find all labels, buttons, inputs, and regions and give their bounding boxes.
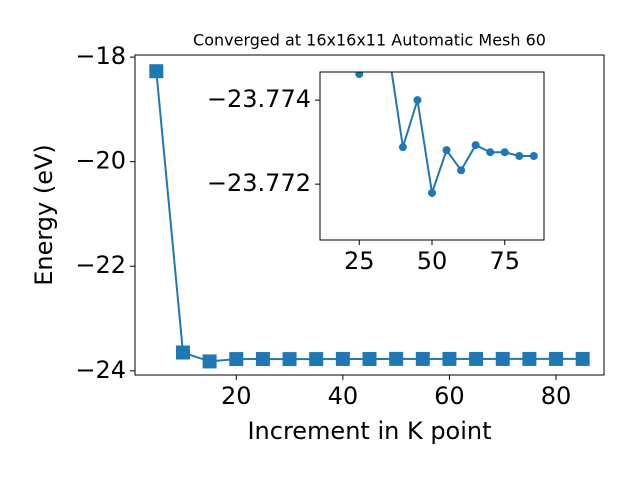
data-marker xyxy=(515,152,524,160)
x-tick-label: 80 xyxy=(541,382,572,410)
data-marker xyxy=(486,148,495,157)
plot-area xyxy=(320,72,544,240)
data-marker xyxy=(442,351,457,366)
chart-title: Converged at 16x16x11 Automatic Mesh 60 xyxy=(193,31,546,50)
y-tick-label: −20 xyxy=(75,147,126,175)
data-marker xyxy=(575,351,590,366)
data-marker xyxy=(229,352,244,367)
y-tick-label: −18 xyxy=(75,42,126,70)
data-marker xyxy=(415,351,430,366)
data-marker xyxy=(457,166,466,175)
data-marker xyxy=(428,188,436,197)
data-marker xyxy=(149,64,164,79)
y-tick-label: −23.772 xyxy=(207,169,311,197)
y-tick-label: −23.774 xyxy=(207,85,311,113)
x-tick-label: 20 xyxy=(221,382,252,410)
data-marker xyxy=(202,354,217,369)
data-marker xyxy=(255,352,270,367)
data-marker xyxy=(469,351,484,366)
x-tick-label: 75 xyxy=(489,247,520,275)
y-axis-label: Energy (eV) xyxy=(30,144,58,286)
data-marker xyxy=(495,351,510,366)
data-marker xyxy=(500,148,509,157)
data-marker xyxy=(175,345,190,360)
x-tick-label: 40 xyxy=(328,382,359,410)
data-marker xyxy=(549,351,564,366)
y-tick-label: −24 xyxy=(75,356,126,384)
data-marker xyxy=(355,72,364,79)
plot-group xyxy=(355,72,538,197)
x-tick-label: 25 xyxy=(344,247,375,275)
x-axis-label: Increment in K point xyxy=(247,417,491,445)
data-marker xyxy=(335,351,350,366)
y-tick-label: −22 xyxy=(75,251,126,279)
data-marker xyxy=(413,96,422,105)
plot-group xyxy=(149,64,590,369)
data-marker xyxy=(362,352,377,366)
x-tick-label: 50 xyxy=(417,247,448,275)
data-marker xyxy=(442,146,451,155)
data-marker xyxy=(471,141,480,150)
data-marker xyxy=(398,143,407,152)
data-marker xyxy=(309,352,324,367)
axes-frame xyxy=(134,54,605,376)
data-marker xyxy=(522,351,537,366)
data-marker xyxy=(529,152,538,160)
x-tick-label: 60 xyxy=(434,382,465,410)
data-marker xyxy=(282,352,297,367)
data-marker xyxy=(389,351,404,366)
